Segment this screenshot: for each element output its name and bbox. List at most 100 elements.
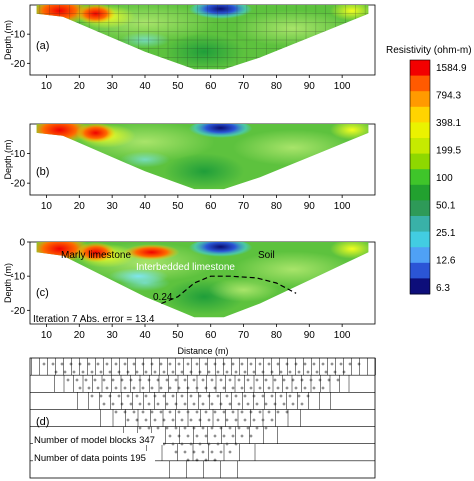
data-point [93, 378, 97, 382]
note-bg [33, 451, 155, 463]
data-point [150, 386, 154, 390]
x-tick-label: 30 [107, 330, 119, 341]
colorbar-segment [410, 106, 430, 123]
data-point [177, 410, 181, 414]
data-point [123, 386, 127, 390]
y-axis-label: Depth (m) [3, 139, 13, 179]
x-tick-label: 60 [205, 330, 217, 341]
x-tick-label: 60 [205, 201, 217, 212]
data-point [225, 370, 229, 374]
data-point [183, 450, 187, 454]
data-point [162, 418, 166, 422]
yellow-blob [330, 242, 369, 259]
x-tick-label: 60 [205, 81, 217, 92]
data-point [240, 362, 244, 366]
data-point [321, 386, 325, 390]
data-point [219, 426, 223, 430]
data-point [150, 362, 154, 366]
data-point [240, 410, 244, 414]
data-point [315, 370, 319, 374]
colorbar-label: 25.1 [436, 228, 456, 239]
x-tick-label: 10 [41, 81, 53, 92]
annotation-contour-value: 0.24 [153, 292, 173, 303]
data-point [237, 402, 241, 406]
colorbar-label: 1584.9 [436, 63, 467, 74]
data-point [192, 450, 196, 454]
x-tick-label: 100 [334, 81, 351, 92]
data-point [282, 378, 286, 382]
data-point [96, 362, 100, 366]
annotation-interbedded-limestone: Interbedded limestone [136, 262, 235, 273]
data-point [327, 378, 331, 382]
data-point [246, 378, 250, 382]
data-point [237, 426, 241, 430]
x-tick-label: 80 [271, 201, 283, 212]
data-point [255, 402, 259, 406]
colorbar-segment [410, 184, 430, 201]
data-point [159, 410, 163, 414]
data-point [213, 410, 217, 414]
data-point [156, 426, 160, 430]
data-point [87, 386, 91, 390]
x-tick-label: 70 [238, 81, 250, 92]
data-point [357, 362, 361, 366]
data-point [126, 394, 130, 398]
data-point [267, 362, 271, 366]
data-point [246, 426, 250, 430]
colorbar-label: 199.5 [436, 146, 461, 157]
data-point [216, 418, 220, 422]
data-point [243, 370, 247, 374]
data-point [177, 386, 181, 390]
data-point [63, 370, 67, 374]
data-point [159, 386, 163, 390]
yellow-blob [330, 124, 369, 140]
data-point [174, 426, 178, 430]
data-point [252, 370, 256, 374]
red-blob [75, 124, 116, 143]
data-point [102, 402, 106, 406]
data-point [75, 378, 79, 382]
data-point [69, 362, 73, 366]
data-point [162, 370, 166, 374]
data-point [54, 370, 58, 374]
data-point [171, 370, 175, 374]
colorbar: Resistivity (ohm-m) 1584.9 794.3 398.1 199.5… [386, 45, 472, 295]
data-point [264, 402, 268, 406]
data-point [270, 394, 274, 398]
x-tick-label: 100 [334, 201, 351, 212]
data-point [210, 426, 214, 430]
x-tick-label: 80 [271, 330, 283, 341]
data-point [270, 418, 274, 422]
data-point [249, 362, 253, 366]
data-point [192, 378, 196, 382]
data-point [183, 426, 187, 430]
data-point [192, 402, 196, 406]
data-point [81, 370, 85, 374]
data-point [195, 434, 199, 438]
data-point [105, 362, 109, 366]
data-point [138, 378, 142, 382]
data-point [255, 378, 259, 382]
data-point [129, 378, 133, 382]
data-point [90, 394, 94, 398]
data-point [225, 442, 229, 446]
colorbar-segment [410, 262, 430, 279]
colorbar-label: 398.1 [436, 118, 461, 129]
light-green-blob [208, 277, 279, 302]
data-point [318, 378, 322, 382]
data-point [336, 378, 340, 382]
data-point [288, 370, 292, 374]
colorbar-segment [410, 278, 430, 295]
data-point [279, 394, 283, 398]
data-point [42, 362, 46, 366]
data-point [186, 434, 190, 438]
data-point [213, 386, 217, 390]
data-point [297, 370, 301, 374]
data-point [300, 378, 304, 382]
data-point [201, 450, 205, 454]
data-point [198, 418, 202, 422]
data-point [174, 378, 178, 382]
data-point [198, 394, 202, 398]
data-point [261, 394, 265, 398]
